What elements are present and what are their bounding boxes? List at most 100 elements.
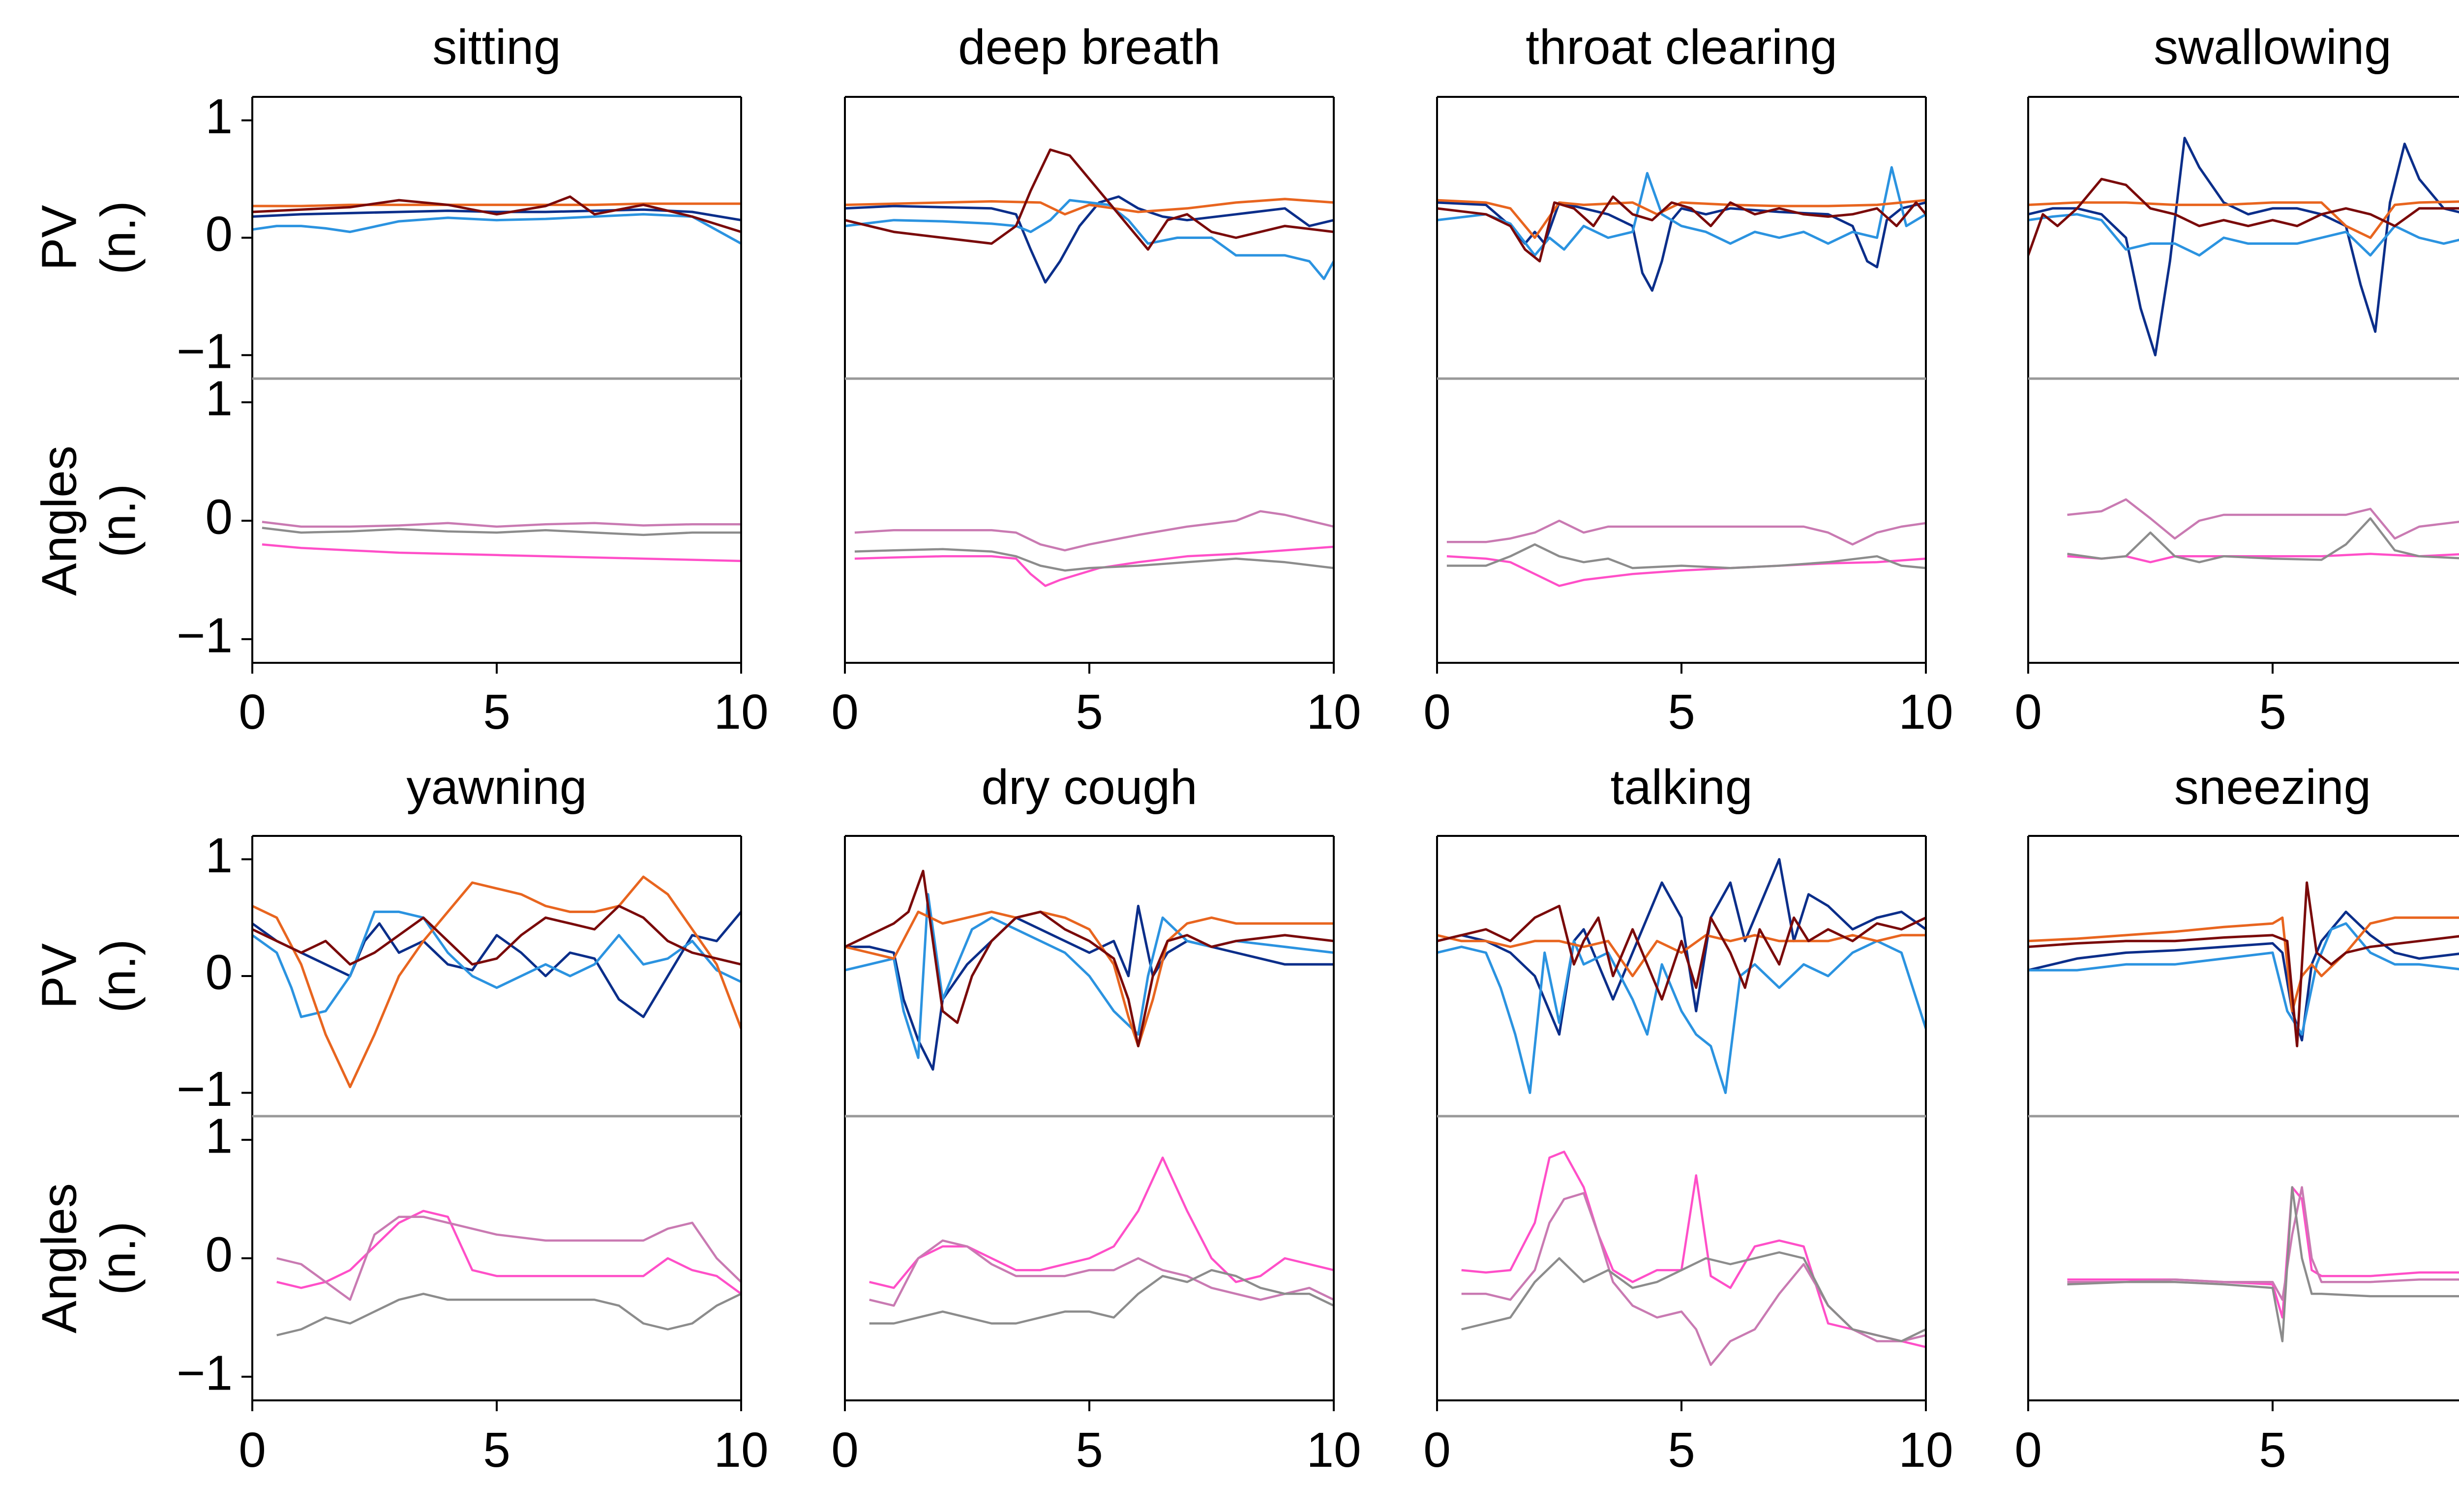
series-angles-3-2 <box>2067 517 2459 563</box>
subplot-title-0: sitting <box>432 20 561 75</box>
xtick-label-4-0: 0 <box>239 1423 266 1478</box>
subplot-5: dry cough 0 5 10 <box>831 760 1361 1478</box>
series-angles-0-1 <box>262 521 741 528</box>
row-label-angles-0-line1: (n.) <box>90 484 146 558</box>
series-pv-3-2 <box>2028 200 2459 239</box>
subplot-title-1: deep breath <box>958 20 1221 75</box>
series-angles-7-2 <box>2067 1186 2459 1342</box>
ytick-label-pv-0-1: 0 <box>205 207 233 262</box>
series-angles-7-0 <box>2067 1186 2459 1319</box>
xtick-label-2-1: 5 <box>1668 684 1695 740</box>
xtick-label-6-1: 5 <box>1668 1423 1695 1478</box>
subplot-1: deep breath 0 5 10 <box>831 20 1361 740</box>
series-pv-6-1 <box>1437 940 1926 1094</box>
series-angles-5-2 <box>869 1269 1334 1325</box>
series-angles-0-2 <box>262 527 741 536</box>
subplot-7: sneezing0510 <box>2014 760 2459 1478</box>
series-pv-7-0 <box>2028 910 2459 1042</box>
ytick-label-angles-4-0: −1 <box>177 1345 233 1400</box>
series-angles-4-1 <box>276 1216 741 1301</box>
xtick-label-4-1: 5 <box>483 1423 510 1478</box>
subplot-title-7: sneezing <box>2174 760 2371 815</box>
subplot-title-4: yawning <box>407 760 587 815</box>
xtick-label-5-2: 10 <box>1306 1423 1361 1478</box>
series-pv-3-1 <box>2028 213 2459 257</box>
series-pv-6-0 <box>1437 858 1926 1036</box>
subplot-title-3: swallowing <box>2154 20 2392 75</box>
row-label-angles-1-line1: (n.) <box>90 1221 146 1295</box>
series-pv-4-1 <box>252 910 741 1018</box>
xtick-label-2-0: 0 <box>1423 684 1451 740</box>
series-angles-2-1 <box>1446 519 1926 546</box>
ytick-label-angles-4-1: 0 <box>205 1227 233 1282</box>
series-pv-2-0 <box>1437 201 1926 292</box>
series-angles-7-1 <box>2067 1186 2459 1301</box>
series-angles-6-0 <box>1461 1151 1926 1348</box>
series-pv-5-3 <box>845 869 1334 1047</box>
series-pv-1-2 <box>845 198 1334 216</box>
series-pv-0-3 <box>252 195 741 233</box>
subplot-title-2: throat clearing <box>1526 20 1837 75</box>
series-angles-6-1 <box>1461 1192 1926 1366</box>
ytick-label-angles-0-1: 0 <box>205 489 233 544</box>
series-pv-7-3 <box>2028 881 2459 1047</box>
series-angles-2-2 <box>1446 543 1926 569</box>
series-pv-4-2 <box>252 875 741 1089</box>
xtick-label-2-2: 10 <box>1898 684 1953 740</box>
row-label-pv-1-line1: (n.) <box>90 939 146 1013</box>
subplot-3: swallowing0510 <box>2014 20 2459 740</box>
series-pv-3-0 <box>2028 137 2459 356</box>
subplot-6: talking 0 5 10 <box>1423 760 1953 1478</box>
series-angles-6-2 <box>1461 1251 1926 1342</box>
xtick-label-1-1: 5 <box>1076 684 1103 740</box>
xtick-label-6-2: 10 <box>1898 1423 1953 1478</box>
series-angles-4-2 <box>276 1293 741 1336</box>
xtick-label-6-0: 0 <box>1423 1423 1451 1478</box>
series-pv-4-0 <box>252 911 741 1018</box>
row-label-pv-1-line0: PV <box>31 943 87 1009</box>
series-pv-4-3 <box>252 905 741 966</box>
row-label-angles-0-line0: Angles <box>31 445 87 596</box>
series-angles-5-0 <box>869 1156 1334 1289</box>
ytick-label-pv-4-0: −1 <box>177 1062 233 1117</box>
xtick-label-0-0: 0 <box>239 684 266 740</box>
row-label-pv-0-line0: PV <box>31 205 87 271</box>
series-pv-0-2 <box>252 202 741 208</box>
series-angles-2-0 <box>1446 555 1926 587</box>
series-pv-6-3 <box>1437 905 1926 1001</box>
series-angles-0-0 <box>262 543 741 563</box>
xtick-label-7-0: 0 <box>2014 1423 2042 1478</box>
series-pv-0-1 <box>252 213 741 245</box>
series-pv-2-1 <box>1437 166 1926 257</box>
series-angles-4-0 <box>276 1210 741 1295</box>
xtick-label-3-0: 0 <box>2014 684 2042 740</box>
ytick-label-angles-4-2: 1 <box>205 1109 233 1164</box>
series-pv-7-1 <box>2028 922 2459 1036</box>
xtick-label-7-1: 5 <box>2259 1423 2286 1478</box>
series-angles-5-1 <box>869 1239 1334 1307</box>
ytick-label-pv-0-0: −1 <box>177 324 233 379</box>
xtick-label-0-2: 10 <box>714 684 768 740</box>
series-angles-1-2 <box>854 548 1334 572</box>
row-label-pv-0-line1: (n.) <box>90 201 146 275</box>
xtick-label-5-1: 5 <box>1076 1423 1103 1478</box>
ytick-label-pv-4-1: 0 <box>205 945 233 1000</box>
series-pv-1-0 <box>845 195 1334 284</box>
series-angles-1-0 <box>854 545 1334 587</box>
xtick-label-5-0: 0 <box>831 1423 859 1478</box>
series-angles-3-1 <box>2067 498 2459 540</box>
ytick-label-angles-0-0: −1 <box>177 608 233 663</box>
xtick-label-1-0: 0 <box>831 684 859 740</box>
series-pv-0-0 <box>252 208 741 222</box>
xtick-label-0-1: 5 <box>483 684 510 740</box>
subplot-title-5: dry cough <box>981 760 1197 815</box>
xtick-label-1-2: 10 <box>1306 684 1361 740</box>
ytick-label-angles-0-2: 1 <box>205 371 233 426</box>
series-pv-1-3 <box>845 148 1334 251</box>
ytick-label-pv-4-2: 1 <box>205 828 233 883</box>
series-pv-5-2 <box>845 910 1334 1047</box>
series-pv-3-3 <box>2028 178 2459 256</box>
